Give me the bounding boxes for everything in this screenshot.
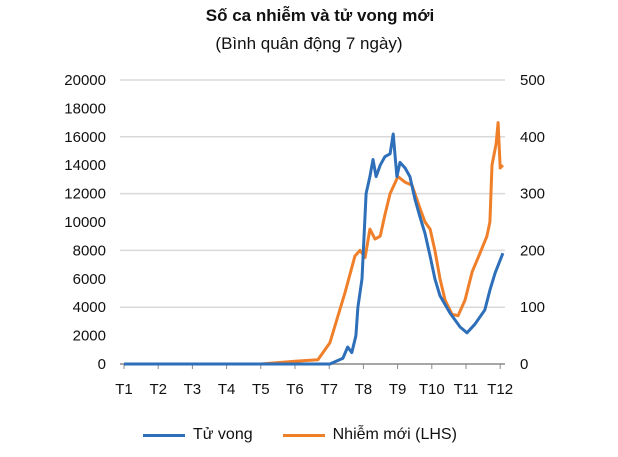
y-right-tick-label: 200 — [520, 242, 545, 259]
x-tick-label: T1 — [115, 381, 133, 398]
x-tick-label: T7 — [320, 381, 338, 398]
x-tick-label: T2 — [149, 381, 167, 398]
x-tick-label: T11 — [454, 381, 479, 398]
series-line-deaths — [124, 132, 505, 366]
y-left-tick-label: 2000 — [73, 328, 106, 345]
y-left-tick-label: 6000 — [73, 271, 106, 288]
y-left-tick-label: 20000 — [64, 72, 106, 89]
y-left-tick-label: 16000 — [64, 129, 106, 146]
legend-item-deaths: Tử vong — [143, 426, 253, 444]
y-left-tick-label: 10000 — [64, 214, 106, 231]
chart-title: Số ca nhiễm và tử vong mới — [205, 6, 435, 25]
legend-swatch-deaths — [143, 433, 185, 437]
y-right-tick-label: 0 — [520, 356, 528, 373]
chart-subtitle: (Bình quân động 7 ngày) — [215, 34, 403, 53]
legend-label-cases: Nhiễm mới (LHS) — [332, 426, 457, 443]
series-line-cases — [124, 121, 504, 366]
x-tick-label: T12 — [487, 381, 513, 398]
x-tick-label: T4 — [218, 381, 236, 398]
y-left-tick-label: 12000 — [64, 186, 106, 203]
x-tick-label: T10 — [419, 381, 445, 398]
x-tick-label: T3 — [184, 381, 202, 398]
y-right-tick-label: 100 — [520, 299, 545, 316]
y-left-tick-label: 14000 — [64, 157, 106, 174]
y-left-tick-label: 0 — [98, 356, 106, 373]
x-tick-label: T6 — [286, 381, 304, 398]
y-right-tick-label: 500 — [520, 72, 545, 89]
y-left-tick-label: 4000 — [73, 299, 106, 316]
y-left-tick-label: 8000 — [73, 242, 106, 259]
x-tick-label: T9 — [389, 381, 407, 398]
y-right-tick-label: 400 — [520, 129, 545, 146]
legend-item-cases: Nhiễm mới (LHS) — [282, 426, 457, 444]
x-tick-label: T8 — [355, 381, 373, 398]
y-left-tick-label: 18000 — [64, 100, 106, 117]
x-tick-label: T5 — [252, 381, 270, 398]
legend-label-deaths: Tử vong — [193, 426, 253, 443]
y-right-tick-label: 300 — [520, 186, 545, 203]
legend-swatch-cases — [282, 433, 325, 437]
legend: Tử vong Nhiễm mới (LHS) — [143, 426, 487, 444]
